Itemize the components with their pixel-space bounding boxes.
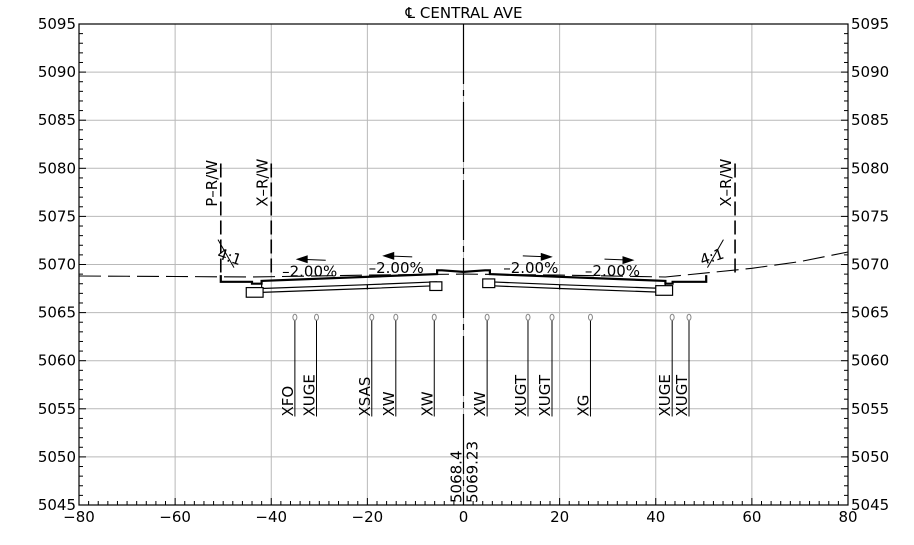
existing-ground-line bbox=[78, 251, 849, 278]
x-tick-label: 0 bbox=[459, 508, 469, 526]
slope-arrow-head bbox=[382, 251, 395, 260]
utility-marker bbox=[484, 313, 490, 321]
y-tick-label-right: 5070 bbox=[851, 256, 889, 274]
y-tick-label-left: 5065 bbox=[38, 304, 76, 322]
slope-labels: 4:1 4:1 –2.00% –2.00% –2.00% –2.00% bbox=[215, 239, 727, 280]
cross-slope-label: –2.00% bbox=[503, 259, 558, 277]
base-course-line bbox=[489, 285, 666, 293]
centerline-title: ℄ CENTRAL AVE bbox=[405, 4, 523, 22]
utility-marker bbox=[431, 313, 437, 321]
x-tick-label: −80 bbox=[63, 508, 95, 526]
y-tick-label-right: 5085 bbox=[851, 111, 889, 129]
y-tick-label-left: 5045 bbox=[38, 496, 76, 514]
curb-block bbox=[429, 281, 443, 292]
y-tick-label-left: 5075 bbox=[38, 207, 76, 225]
y-tick-label-left: 5055 bbox=[38, 400, 76, 418]
utility-label: XUGT bbox=[512, 374, 530, 416]
utility-marker bbox=[292, 313, 298, 321]
axes: 5045 5045 5050 5050 5055 5055 5060 5060 5065 5065… bbox=[38, 15, 889, 526]
x-tick-label: 20 bbox=[550, 508, 569, 526]
x-tick-label: −60 bbox=[159, 508, 191, 526]
utility-label: XW bbox=[471, 391, 489, 416]
slope-arrow-head bbox=[622, 256, 635, 265]
y-tick-label-left: 5085 bbox=[38, 111, 76, 129]
utility-label: XW bbox=[418, 391, 436, 416]
slope-arrow-head bbox=[540, 252, 553, 261]
y-tick-label-right: 5055 bbox=[851, 400, 889, 418]
side-slope-leader bbox=[217, 239, 235, 268]
y-tick-label-left: 5080 bbox=[38, 159, 76, 177]
right-of-way-label: P–R/W bbox=[203, 160, 221, 207]
y-tick-label-right: 5060 bbox=[851, 352, 889, 370]
y-tick-label-right: 5045 bbox=[851, 496, 889, 514]
base-course-line bbox=[261, 285, 438, 293]
y-tick-label-right: 5080 bbox=[851, 159, 889, 177]
utility-marker bbox=[686, 313, 692, 321]
slope-arrow-head bbox=[295, 255, 308, 264]
utility-label: XSAS bbox=[356, 377, 374, 417]
utility-label: XUGT bbox=[536, 374, 554, 416]
utility-label: XW bbox=[380, 391, 398, 416]
y-tick-label-left: 5060 bbox=[38, 352, 76, 370]
utility-marker bbox=[669, 313, 675, 321]
x-tick-label: 40 bbox=[646, 508, 665, 526]
utility-label: XUGE bbox=[656, 374, 674, 416]
side-slope-label: 4:1 bbox=[215, 245, 244, 270]
x-tick-label: −40 bbox=[255, 508, 287, 526]
utility-marker bbox=[393, 313, 399, 321]
utility-marker bbox=[314, 313, 320, 321]
utility-marker bbox=[587, 313, 593, 321]
y-tick-label-left: 5090 bbox=[38, 63, 76, 81]
curb-block bbox=[245, 286, 264, 298]
utility-label: XFO bbox=[279, 386, 297, 417]
y-tick-label-left: 5050 bbox=[38, 448, 76, 466]
cross-slope-label: –2.00% bbox=[585, 262, 640, 280]
x-tick-label: 80 bbox=[838, 508, 857, 526]
x-tick-label: 60 bbox=[742, 508, 761, 526]
base-course-line bbox=[489, 281, 666, 290]
utility-label: XUGT bbox=[673, 374, 691, 416]
utility-label: XUGE bbox=[301, 374, 319, 416]
utility-marker bbox=[525, 313, 531, 321]
cross-slope-label: –2.00% bbox=[282, 262, 337, 280]
y-tick-label-right: 5075 bbox=[851, 207, 889, 225]
y-tick-label-right: 5095 bbox=[851, 15, 889, 33]
y-tick-label-right: 5050 bbox=[851, 448, 889, 466]
cross-slope-label: –2.00% bbox=[369, 259, 424, 277]
right-of-way-label: X–R/W bbox=[717, 159, 735, 207]
y-tick-label-left: 5070 bbox=[38, 256, 76, 274]
proposed-cl-elevation: 5069.23 bbox=[464, 441, 482, 503]
base-course-line bbox=[261, 281, 438, 290]
y-tick-label-right: 5090 bbox=[851, 63, 889, 81]
right-of-way-label: X–R/W bbox=[253, 159, 271, 207]
curb-block bbox=[655, 285, 674, 296]
x-tick-label: −20 bbox=[352, 508, 384, 526]
side-slope-leader bbox=[706, 239, 724, 268]
utility-marker bbox=[549, 313, 555, 321]
side-slope-label: 4:1 bbox=[698, 245, 727, 270]
utility-marker bbox=[369, 313, 375, 321]
y-tick-label-right: 5065 bbox=[851, 304, 889, 322]
curb-block bbox=[482, 278, 496, 289]
existing-cl-elevation: 5068.4 bbox=[448, 451, 466, 504]
utility-label: XG bbox=[574, 395, 592, 417]
existing-ground bbox=[78, 251, 849, 278]
y-tick-label-left: 5095 bbox=[38, 15, 76, 33]
